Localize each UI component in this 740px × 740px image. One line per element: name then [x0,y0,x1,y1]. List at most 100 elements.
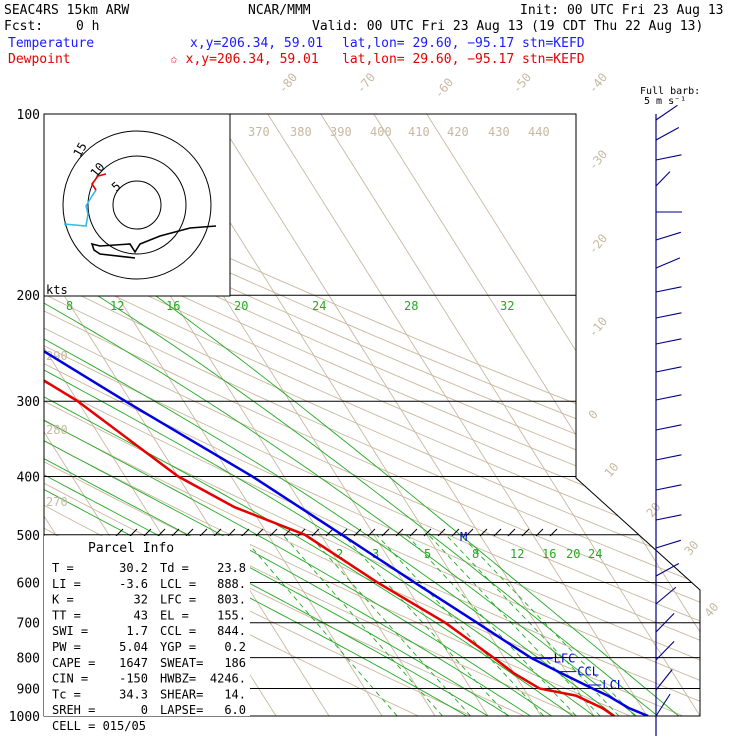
wind-barb [655,484,682,491]
mixing-ratio-label: 12 [510,547,524,561]
parcel-row-value: 0 [141,703,148,717]
wind-barb [655,514,682,521]
pressure-tick-label: 300 [17,395,40,410]
hodograph-trace-black [90,225,217,259]
theta-label: 420 [447,125,469,139]
moist-label: 28 [404,299,418,313]
parcel-row-label: T = [52,561,74,575]
dry-adiabat [44,114,700,716]
wind-barb [655,693,671,717]
moist-label: 8 [66,299,73,313]
model-title: SEAC4RS 15km ARW [4,3,129,18]
parcel-row-value: 5.04 [119,640,148,654]
parcel-row-label-2: LFC = [160,593,196,607]
parcel-row-label-2: EL = [160,608,189,622]
parcel-row-value-2: 888. [217,577,246,591]
isotherm-tick-label: -40 [586,70,611,96]
mixing-ratio-label: 3 [372,547,379,561]
dew-legend-label: Dewpoint [8,52,71,67]
wind-barb [655,286,682,293]
isotherm-line [267,114,648,716]
parcel-row-label: K = [52,593,74,607]
wind-barb [655,394,682,401]
isotherm-labels: -80 -70 -60 -50 -40 -30 -20 -10 0 10 20 30 40 [276,70,722,620]
moist-label: 24 [312,299,326,313]
dry-adiabat [44,114,700,716]
parcel-row-label: CIN = [52,672,88,686]
isotherm-line [373,114,700,716]
theta-label: 400 [370,125,392,139]
dewpoint-line [44,114,615,716]
parcel-row-value: 1.7 [126,624,148,638]
dry-adiabat [44,114,700,716]
moist-label: 16 [166,299,180,313]
parcel-row-label-2: Td = [160,561,189,575]
wind-barb [655,338,682,345]
isotherm-tick-label: -10 [586,314,611,340]
dry-adiabat [44,114,700,716]
parcel-row-label: LI = [52,577,81,591]
mixing-ratio-label: 5 [424,547,431,561]
dry-adiabat [44,114,700,716]
parcel-info: Parcel Info T = 30.2 Td = 23.8 LI = -3.6 LCL =… [44,536,250,733]
valid-time: Valid: 00 UTC Fri 23 Aug 13 (19 CDT Thu … [312,19,703,34]
parcel-row-value: 34.3 [119,687,148,701]
theta-label: 380 [290,125,312,139]
parcel-row-value-2: 803. [217,593,246,607]
isotherm-line [214,114,595,716]
wind-barb [655,171,671,187]
theta-label: 280 [46,423,68,437]
pressure-tick-label: 400 [17,470,40,485]
mixing-ratio-line [445,534,620,716]
mixing-ratio-label: 24 [588,547,602,561]
parcel-row-value-2: 4246. [210,672,246,686]
annotation-label-m: M [460,530,467,544]
dry-adiabat [44,114,700,716]
isotherm-line [426,114,700,716]
parcel-row-value-2: 6.0 [224,703,246,717]
parcel-row-label: SREH = [52,703,95,717]
dry-adiabat [44,114,700,716]
profiles [44,114,649,716]
parcel-row-value: 32 [134,593,148,607]
wind-barb [655,669,673,691]
hodograph-trace-cyan [63,189,97,227]
hodograph-trace-red [91,173,107,191]
parcel-row-label: PW = [52,640,81,654]
parcel-row-label-2: HWBZ= [160,672,196,686]
parcel-row-value-2: 155. [217,608,246,622]
theta-label: 290 [46,349,68,363]
isotherm-tick-label: -20 [586,231,611,257]
pressure-tick-label: 500 [17,529,40,544]
temp-legend-stn: stn=KEFD [522,36,585,51]
wind-barb [655,154,682,161]
dry-adiabat [44,114,700,716]
parcel-row-label: SWI = [52,624,88,638]
mixing-ratio-label: 8 [472,547,479,561]
mixing-ratio-line [343,534,509,716]
wind-barb [655,104,678,121]
pressure-tick-label: 200 [17,289,40,304]
parcel-row-label-2: LAPSE= [160,703,203,717]
wind-barb [655,257,681,269]
isotherm-tick-label: 20 [644,500,664,520]
parcel-row-label: Tc = [52,687,81,701]
init-time: Init: 00 UTC Fri 23 Aug 13 [520,3,724,18]
hodograph-ring-5 [112,180,162,230]
parcel-row-label-2: CCL = [160,624,196,638]
hodograph-kts-label: kts [46,283,68,297]
hodograph-ring-15 [62,130,212,280]
theta-label: 370 [248,125,270,139]
wind-barb [655,612,675,633]
pressure-tick-label: 800 [17,652,40,667]
theta-label: 390 [330,125,352,139]
mixing-ratio-label: 2 [336,547,343,561]
parcel-info-bg [44,536,250,716]
mixing-ratio-label: 16 [542,547,556,561]
wind-barb [655,312,682,319]
isotherm-line [44,114,330,716]
pressure-tick-label: 700 [17,617,40,632]
dew-legend-xy: ✩ x,y=206.34, 59.01 [170,52,319,67]
parcel-row-value-2: 844. [217,624,246,638]
